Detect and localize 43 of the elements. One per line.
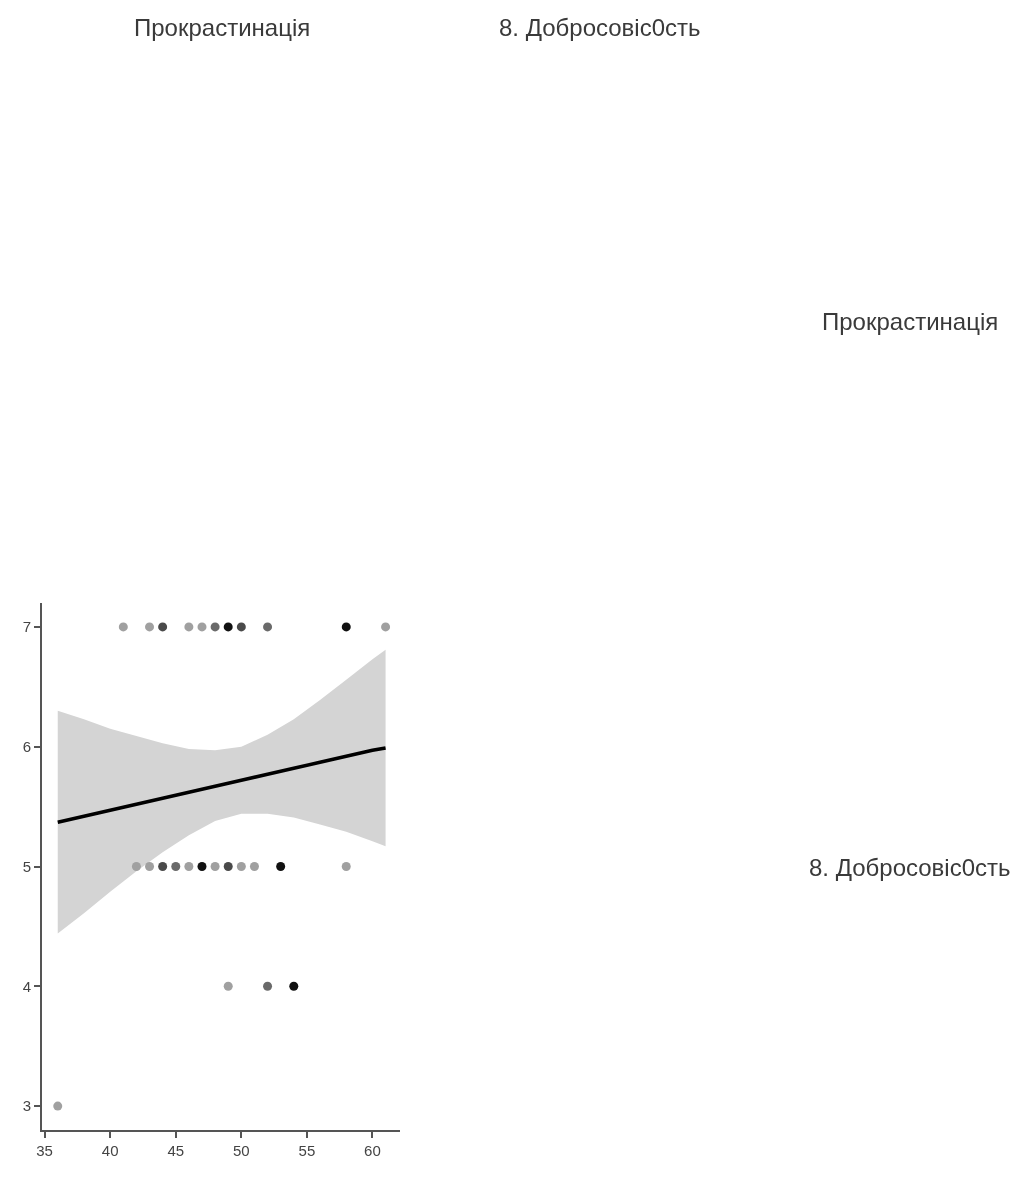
point <box>223 862 233 871</box>
y-tick-label: 7 <box>22 618 31 636</box>
x-tick-label: 45 <box>167 1142 185 1160</box>
point <box>158 622 168 632</box>
x-tick-label: 35 <box>36 1142 53 1160</box>
point <box>263 622 273 632</box>
y-tick-label: 3 <box>22 1097 31 1115</box>
point <box>118 622 128 632</box>
point <box>249 862 259 871</box>
point <box>289 981 299 991</box>
point <box>184 862 194 871</box>
text: Прокрастинація <box>822 308 999 335</box>
text: 8. Добросовіс0сть <box>499 14 701 41</box>
point <box>236 862 246 871</box>
point <box>236 622 246 632</box>
point <box>341 622 351 632</box>
point <box>341 862 351 871</box>
point <box>223 622 233 632</box>
text: 8. Добросовіс0сть <box>809 854 1011 881</box>
x-tick-label: 60 <box>364 1142 381 1160</box>
y-tick-label: 4 <box>22 977 31 995</box>
point <box>263 981 273 991</box>
x-tick-label: 50 <box>232 1142 250 1160</box>
point <box>197 622 207 632</box>
point <box>197 862 207 871</box>
point <box>210 862 220 871</box>
point <box>131 862 141 871</box>
text: Прокрастинація <box>134 14 311 41</box>
point <box>223 981 233 991</box>
x-tick-label: 55 <box>298 1142 316 1160</box>
point <box>184 622 194 632</box>
point <box>171 862 181 871</box>
point <box>210 622 220 632</box>
point <box>53 1101 63 1111</box>
y-tick-label: 5 <box>22 857 31 875</box>
point <box>145 862 155 871</box>
point <box>276 862 286 871</box>
point <box>381 622 391 632</box>
y-tick-label: 6 <box>22 737 31 755</box>
x-tick-label: 40 <box>101 1142 119 1160</box>
line-series <box>55 746 388 824</box>
point <box>145 622 155 632</box>
point <box>158 862 168 871</box>
